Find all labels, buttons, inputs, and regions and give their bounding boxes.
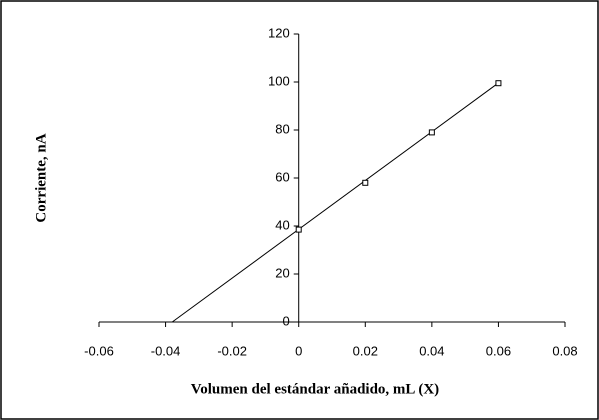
x-tick-label: 0: [295, 343, 302, 358]
x-tick-label: 0.08: [552, 343, 577, 358]
x-tick-label: 0.04: [419, 343, 444, 358]
y-tick-label: 40: [275, 217, 289, 232]
x-tick-label: -0.06: [84, 343, 114, 358]
data-point: [362, 179, 369, 186]
x-tick-label: -0.04: [151, 343, 181, 358]
y-tick-label: 20: [275, 265, 289, 280]
y-tick-label: 80: [275, 121, 289, 136]
trendline: [171, 82, 499, 323]
data-point: [495, 80, 502, 87]
y-tick-label: 60: [275, 169, 289, 184]
x-tick-label: 0.06: [486, 343, 511, 358]
y-tick-label: 100: [268, 73, 290, 88]
y-axis-title: Corriente, nA: [33, 133, 49, 222]
x-tick-label: 0.02: [353, 343, 378, 358]
x-tick-label: -0.02: [217, 343, 247, 358]
data-point: [428, 129, 435, 136]
x-axis-title: Volumen del estándar añadido, mL (X): [191, 381, 439, 397]
y-tick-label: 0: [282, 313, 289, 328]
data-point: [295, 226, 302, 233]
y-tick-label: 120: [268, 25, 290, 40]
